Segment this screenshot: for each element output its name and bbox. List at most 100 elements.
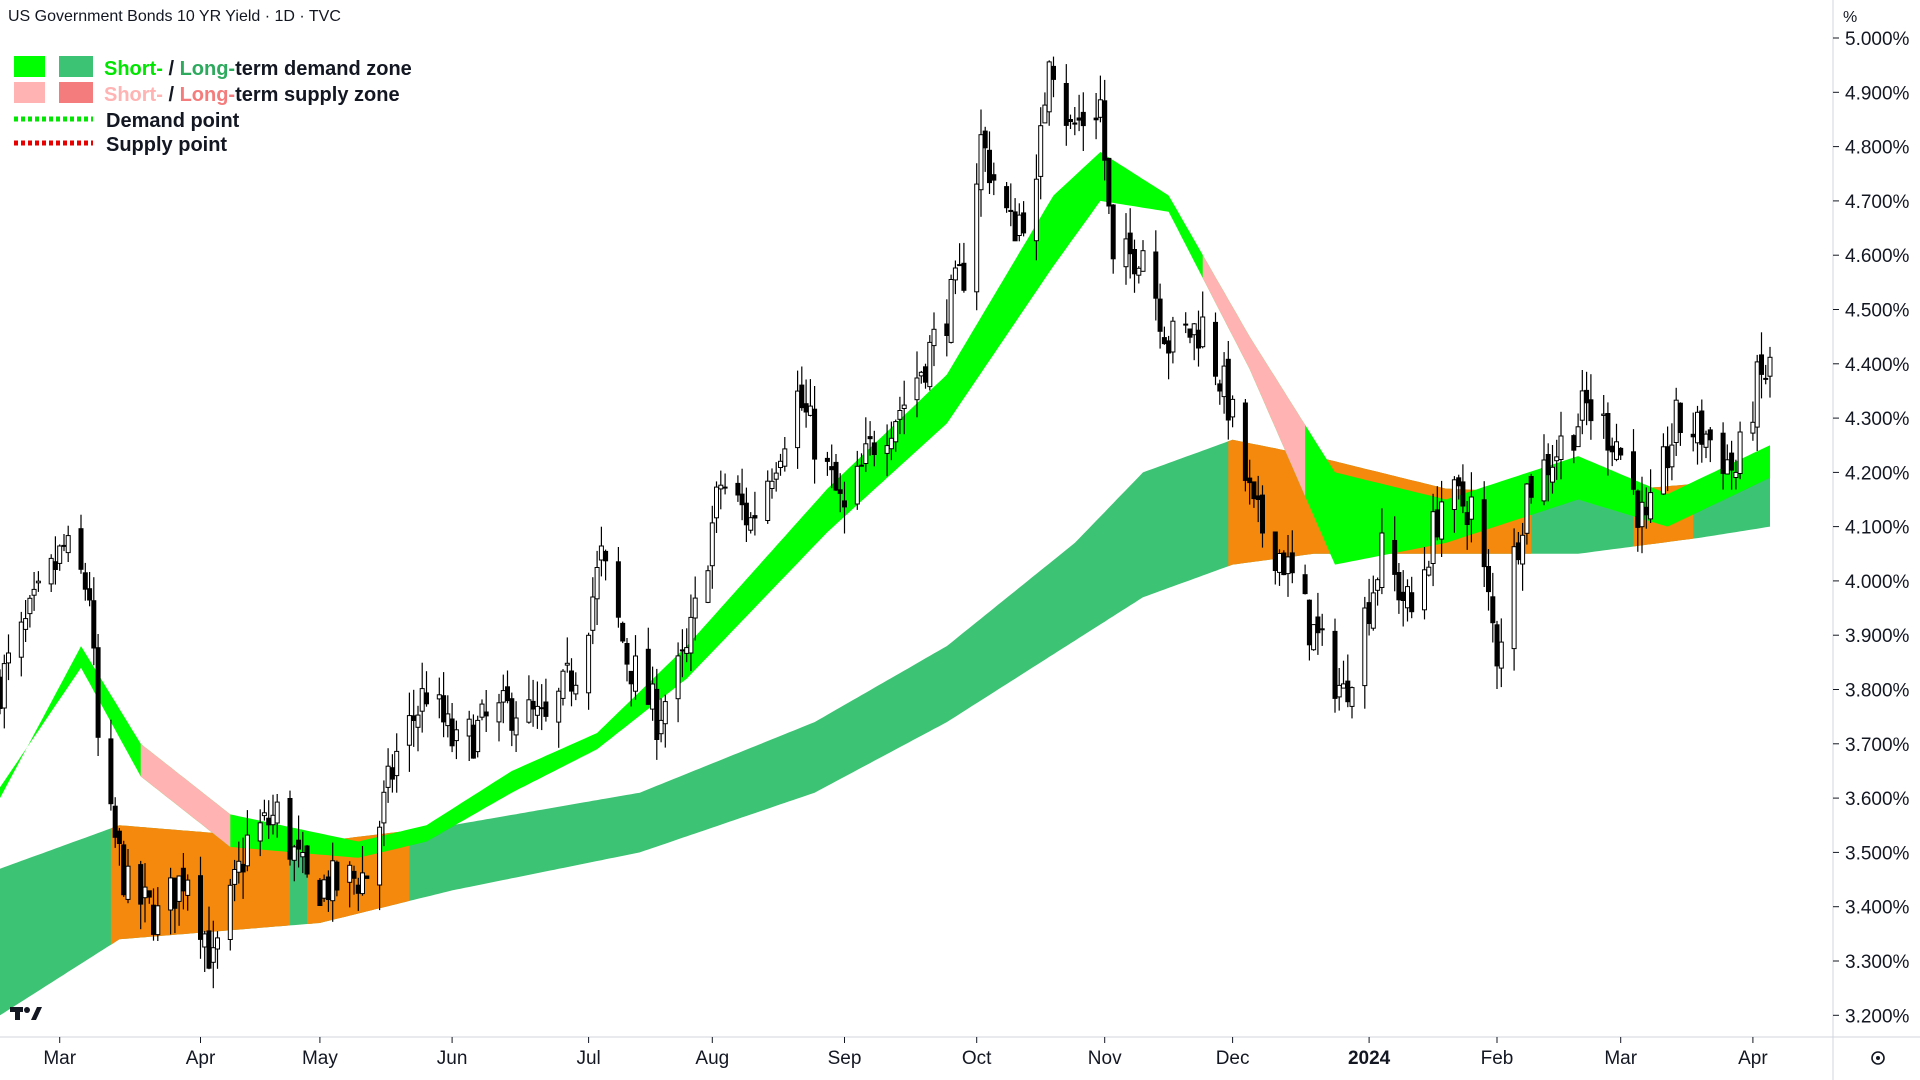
candle-body-99 — [590, 596, 596, 631]
legend-supply-long-text: Long- — [180, 84, 236, 106]
candle-body-25 — [146, 890, 152, 898]
candle-body-114 — [679, 649, 685, 652]
candle-body-11 — [61, 544, 67, 547]
candle-body-54 — [321, 879, 327, 899]
settings-gear-icon[interactable] — [1871, 1051, 1885, 1065]
candle-body-231 — [1375, 579, 1381, 591]
candle-body-195 — [1161, 337, 1167, 345]
candle-body-273 — [1631, 451, 1636, 490]
candle-body-160 — [952, 267, 958, 281]
candle-body-151 — [897, 410, 903, 420]
y-tick-label-15: 4.700% — [1845, 192, 1910, 213]
candle-body-165 — [982, 130, 988, 149]
candle-body-46 — [270, 814, 276, 826]
y-tick-label-8: 4.000% — [1845, 572, 1910, 593]
candle-body-131 — [778, 460, 783, 468]
legend-swatch-short-supply — [14, 82, 45, 103]
candle-body-76 — [449, 718, 455, 747]
candle-body-58 — [347, 864, 353, 883]
candle-body-281 — [1673, 399, 1679, 444]
candle-body-121 — [718, 484, 724, 490]
candle-body-138 — [824, 457, 830, 462]
y-tick-label-3: 3.500% — [1845, 843, 1910, 864]
candle-body-80 — [475, 719, 481, 753]
candle-body-26 — [151, 904, 156, 935]
x-tick-label-4: Jul — [576, 1048, 600, 1069]
candle-body-286 — [1703, 433, 1709, 448]
candle-body-188 — [1123, 238, 1129, 268]
candle-body-251 — [1494, 624, 1500, 667]
legend-supply-zone-label: Short- / Long-term supply zone — [104, 84, 400, 106]
candle-body-33 — [198, 875, 203, 940]
candle-body-243 — [1451, 479, 1457, 510]
candle-body-169 — [1008, 209, 1014, 212]
candle-body-230 — [1370, 592, 1376, 629]
candle-body-89 — [530, 700, 536, 710]
candle-body-73 — [436, 694, 442, 700]
x-tick-label-3: Jun — [437, 1048, 468, 1069]
legend-supply-rest-text: term supply zone — [235, 84, 399, 106]
candle-body-91 — [539, 707, 545, 710]
legend-demand-zone-label: Short- / Long-term demand zone — [104, 58, 412, 80]
y-tick-label-0: 3.200% — [1845, 1006, 1910, 1027]
candle-body-263 — [1571, 435, 1577, 451]
candle-body-162 — [961, 262, 967, 291]
candle-body-228 — [1362, 607, 1368, 687]
candle-body-159 — [948, 279, 954, 343]
short-term-supply-zone-0 — [140, 743, 231, 847]
candle-body-255 — [1520, 534, 1526, 565]
candle-body-157 — [931, 328, 937, 347]
candle-body-249 — [1486, 566, 1491, 593]
candle-body-178 — [1063, 83, 1069, 126]
candle-body-55 — [325, 876, 331, 900]
candle-body-115 — [684, 647, 690, 654]
candle-body-6 — [31, 588, 37, 596]
candle-body-116 — [688, 616, 694, 654]
candle-body-14 — [82, 572, 88, 590]
candle-body-297 — [1767, 356, 1773, 377]
candle-body-182 — [1080, 111, 1086, 127]
candle-body-0 — [0, 676, 3, 710]
candle-body-29 — [172, 877, 178, 909]
candle-body-71 — [419, 688, 425, 712]
candle-body-199 — [1187, 328, 1193, 338]
candle-body-223 — [1332, 630, 1338, 699]
candle-body-43 — [257, 822, 263, 842]
candle-body-60 — [355, 884, 361, 894]
candle-body-270 — [1609, 445, 1615, 453]
candle-body-144 — [859, 464, 864, 467]
candle-body-47 — [274, 801, 280, 824]
x-tick-label-11: Feb — [1481, 1048, 1514, 1069]
y-tick-label-12: 4.400% — [1845, 355, 1910, 376]
candle-body-271 — [1614, 441, 1619, 460]
candle-body-133 — [795, 390, 801, 449]
candle-body-28 — [168, 877, 174, 911]
y-tick-label-18: 5.000% — [1845, 29, 1910, 50]
candle-body-240 — [1430, 511, 1436, 565]
candle-body-288 — [1720, 432, 1726, 474]
candle-body-166 — [987, 149, 992, 184]
candle-body-193 — [1153, 251, 1159, 299]
candle-body-280 — [1669, 444, 1675, 468]
candle-body-72 — [424, 692, 429, 705]
candle-body-142 — [842, 500, 847, 508]
x-tick-label-1: Apr — [186, 1048, 216, 1069]
candle-body-216 — [1285, 556, 1291, 575]
candle-body-97 — [573, 684, 579, 695]
candle-body-205 — [1221, 365, 1227, 398]
candle-body-8 — [48, 557, 54, 585]
candle-body-235 — [1400, 591, 1406, 601]
candle-body-42 — [244, 834, 250, 867]
candle-body-201 — [1196, 329, 1201, 349]
price-axis-unit: % — [1843, 9, 1857, 26]
candle-body-129 — [769, 480, 775, 489]
candle-body-61 — [360, 872, 365, 895]
candle-body-27 — [155, 905, 161, 936]
candle-body-112 — [662, 701, 668, 725]
candle-body-146 — [867, 436, 873, 440]
tradingview-logo-icon[interactable] — [10, 1007, 42, 1020]
candle-body-154 — [918, 371, 924, 377]
candle-body-68 — [406, 715, 412, 746]
candle-body-177 — [1051, 65, 1056, 80]
